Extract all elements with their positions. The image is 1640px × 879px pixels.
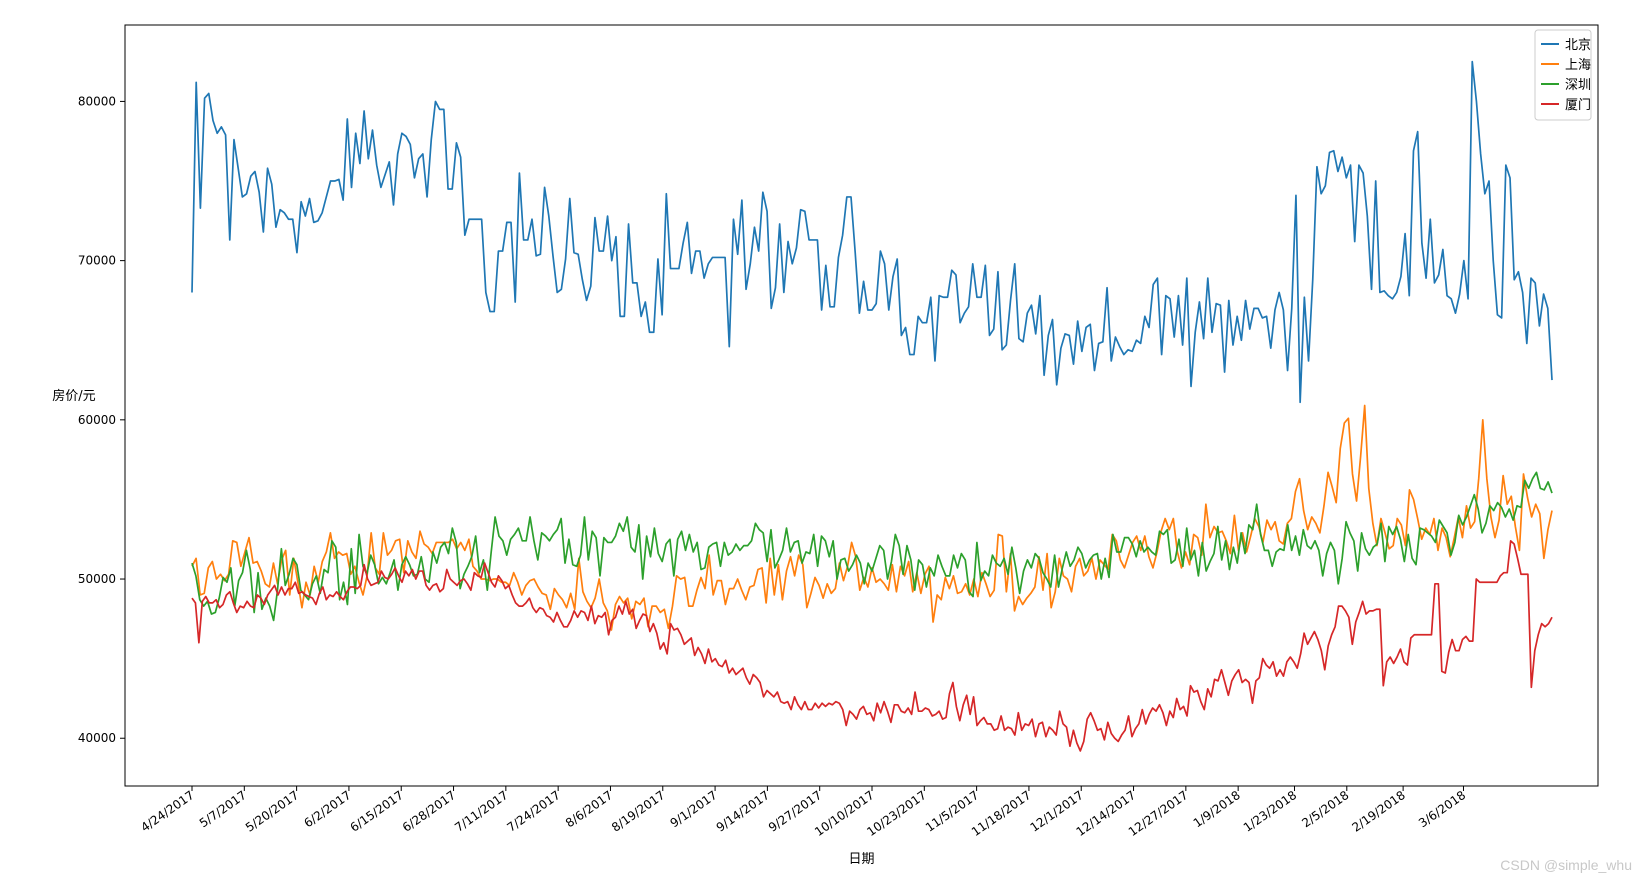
series-line-厦门 <box>191 539 1553 752</box>
series-layer <box>191 60 1553 752</box>
legend-label: 北京 <box>1565 38 1591 53</box>
y-tick-label: 70000 <box>78 254 116 268</box>
y-tick-label: 50000 <box>78 572 116 586</box>
x-tick-label: 3/6/2018 <box>1416 788 1468 830</box>
x-tick-label: 2/19/2018 <box>1349 788 1407 835</box>
legend-label: 厦门 <box>1565 98 1591 113</box>
series-line-上海 <box>191 404 1553 631</box>
y-tick-label: 40000 <box>78 731 116 745</box>
legend-box <box>1534 29 1592 121</box>
x-tick-label: 6/28/2017 <box>400 788 458 835</box>
series-line-深圳 <box>191 471 1553 622</box>
legend-label: 上海 <box>1565 58 1591 73</box>
x-tick-label: 9/14/2017 <box>714 788 772 835</box>
x-axis-label: 日期 <box>848 852 874 867</box>
x-tick-label: 7/11/2017 <box>452 788 510 835</box>
x-tick-label: 1/9/2018 <box>1191 788 1243 830</box>
x-tick-label: 6/2/2017 <box>301 788 353 830</box>
y-axis: 40000 50000 60000 70000 80000 <box>78 94 125 745</box>
series-line-北京 <box>191 60 1553 404</box>
x-tick-label: 5/20/2017 <box>243 788 301 835</box>
watermark: CSDN @simple_whu <box>1500 857 1632 873</box>
y-axis-label: 房价/元 <box>52 388 95 404</box>
x-tick-label: 1/23/2018 <box>1241 788 1299 835</box>
x-tick-label: 8/6/2017 <box>563 788 615 830</box>
x-tick-label: 5/7/2017 <box>197 788 249 830</box>
x-tick-label: 6/15/2017 <box>348 788 406 835</box>
y-tick-label: 60000 <box>78 413 116 427</box>
x-tick-label: 8/19/2017 <box>609 788 667 835</box>
x-tick-label: 4/24/2017 <box>138 788 196 835</box>
x-tick-label: 9/1/2017 <box>668 788 720 830</box>
y-tick-label: 80000 <box>78 94 116 108</box>
plot-frame <box>124 24 1599 787</box>
x-tick-label: 7/24/2017 <box>504 788 562 835</box>
legend-label: 深圳 <box>1565 78 1591 93</box>
x-tick-label: 2/5/2018 <box>1299 788 1351 830</box>
